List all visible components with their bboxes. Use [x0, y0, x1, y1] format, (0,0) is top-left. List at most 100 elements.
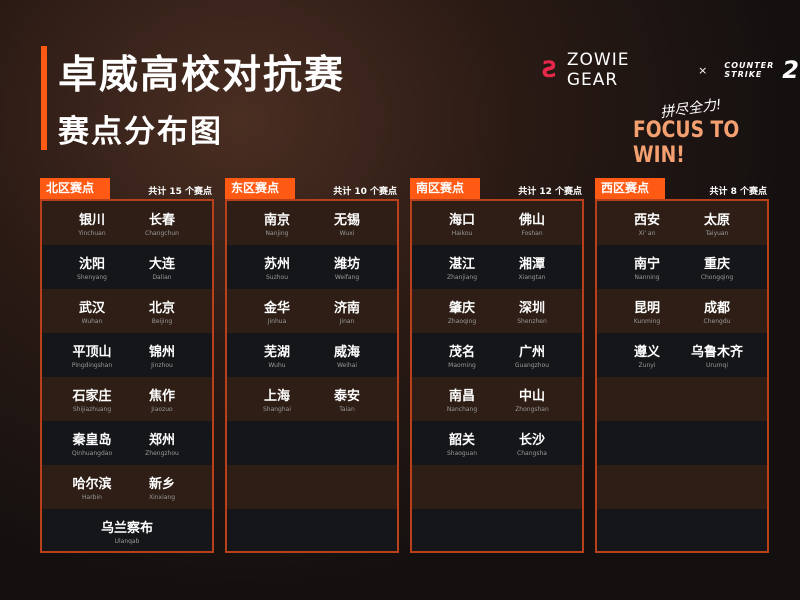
city-pinyin: Wuhu [268, 362, 286, 369]
city-pinyin: Wuxi [339, 230, 355, 237]
city-name: 长春 [148, 213, 175, 228]
city-pinyin: Shenyang [77, 274, 107, 281]
city-row: 上海 Shanghai 泰安 Taian [227, 377, 397, 421]
city-item: 郑州 Zhengzhou [127, 429, 197, 457]
city-name: 锦州 [148, 345, 175, 360]
city-row: 茂名 Maoming 广州 Guangzhou [412, 333, 582, 377]
city-name: 秦皇岛 [72, 433, 112, 448]
city-item: 平顶山 Pingdingshan [57, 341, 127, 369]
city-pinyin: Beijing [151, 318, 173, 325]
city-item: 芜湖 Wuhu [242, 341, 312, 369]
city-item: 武汉 Wuhan [57, 297, 127, 325]
city-name: 重庆 [703, 257, 730, 272]
city-pinyin: Suzhou [265, 274, 289, 281]
city-pinyin: Dalian [152, 274, 172, 281]
city-item: 深圳 Shenzhen [497, 297, 567, 325]
city-name: 中山 [518, 389, 545, 404]
city-row: 西安 Xi' an 太原 Taiyuan [597, 201, 767, 245]
city-item: 乌兰察布 Ulanqab [92, 517, 162, 545]
city-name: 广州 [518, 345, 545, 360]
city-item: 南京 Nanjing [242, 209, 312, 237]
city-name: 南昌 [448, 389, 475, 404]
city-item: 湘潭 Xiangtan [497, 253, 567, 281]
city-pinyin: Zhongshan [515, 406, 549, 413]
city-item: 西安 Xi' an [612, 209, 682, 237]
city-name: 茂名 [448, 345, 475, 360]
city-name: 焦作 [148, 389, 175, 404]
city-row: 苏州 Suzhou 潍坊 Weifang [227, 245, 397, 289]
city-pinyin: Shijiazhuang [72, 406, 112, 413]
city-item: 石家庄 Shijiazhuang [57, 385, 127, 413]
zowie-logo-icon: Ƨ [542, 57, 559, 83]
city-name: 无锡 [333, 213, 360, 228]
city-item: 大连 Dalian [127, 253, 197, 281]
city-row: 湛江 Zhanjiang 湘潭 Xiangtan [412, 245, 582, 289]
collab-x: × [698, 63, 709, 77]
city-item: 韶关 Shaoguan [427, 429, 497, 457]
region-tab: 西区赛点 [595, 178, 665, 199]
city-item: 金华 Jinhua [242, 297, 312, 325]
city-row [227, 421, 397, 465]
city-name: 遵义 [633, 345, 660, 360]
city-pinyin: Pingdingshan [71, 362, 113, 369]
city-item: 无锡 Wuxi [312, 209, 382, 237]
region-tab: 南区赛点 [410, 178, 480, 199]
city-name: 平顶山 [72, 345, 112, 360]
region-count: 共计 8 个赛点 [709, 187, 767, 197]
city-item: 济南 Jinan [312, 297, 382, 325]
city-item: 湛江 Zhanjiang [427, 253, 497, 281]
city-item: 哈尔滨 Harbin [57, 473, 127, 501]
city-pinyin: Shenzhen [517, 318, 547, 325]
city-name: 北京 [148, 301, 175, 316]
region-panel: 西区赛点 共计 8 个赛点 西安 Xi' an 太原 Taiyuan 南宁 Nanning… [595, 178, 769, 553]
city-pinyin: Qinhuangdao [71, 450, 113, 457]
city-name: 哈尔滨 [72, 477, 112, 492]
city-row: 遵义 Zunyi 乌鲁木齐 Urumqi [597, 333, 767, 377]
city-name: 银川 [78, 213, 105, 228]
city-row [412, 465, 582, 509]
city-list: 南京 Nanjing 无锡 Wuxi 苏州 Suzhou 潍坊 Weifang 金华 Jinhua… [225, 199, 399, 553]
city-pinyin: Taiyuan [705, 230, 729, 237]
city-row: 南宁 Nanning 重庆 Chongqing [597, 245, 767, 289]
city-item: 成都 Chengdu [682, 297, 752, 325]
city-name: 潍坊 [333, 257, 360, 272]
city-row: 芜湖 Wuhu 威海 Weihai [227, 333, 397, 377]
city-pinyin: Weifang [334, 274, 360, 281]
city-pinyin: Guangzhou [514, 362, 550, 369]
city-row [412, 509, 582, 551]
city-pinyin: Changchun [145, 230, 179, 237]
city-pinyin: Zhaoqing [447, 318, 477, 325]
city-name: 太原 [703, 213, 730, 228]
city-item: 南昌 Nanchang [427, 385, 497, 413]
city-name: 金华 [263, 301, 290, 316]
city-pinyin: Jiaozuo [151, 406, 173, 413]
city-pinyin: Changsha [517, 450, 547, 457]
city-list: 银川 Yinchuan 长春 Changchun 沈阳 Shenyang 大连 Dalian 武… [40, 199, 214, 553]
city-row: 海口 Haikou 佛山 Foshan [412, 201, 582, 245]
city-pinyin: Nanchang [446, 406, 478, 413]
city-row: 韶关 Shaoguan 长沙 Changsha [412, 421, 582, 465]
city-item: 广州 Guangzhou [497, 341, 567, 369]
city-name: 沈阳 [78, 257, 105, 272]
city-pinyin: Nanning [634, 274, 660, 281]
city-name: 南京 [263, 213, 290, 228]
city-name: 威海 [333, 345, 360, 360]
city-row [227, 465, 397, 509]
city-item: 重庆 Chongqing [682, 253, 752, 281]
city-row: 秦皇岛 Qinhuangdao 郑州 Zhengzhou [42, 421, 212, 465]
city-name: 乌兰察布 [100, 521, 153, 536]
city-pinyin: Maoming [448, 362, 476, 369]
region-tab: 东区赛点 [225, 178, 295, 199]
brand-logos: Ƨ ZOWIE GEAR × COUNTER STRIKE 2 [542, 50, 800, 90]
city-item: 南宁 Nanning [612, 253, 682, 281]
city-pinyin: Yinchuan [78, 230, 106, 237]
city-item: 苏州 Suzhou [242, 253, 312, 281]
cs-line2: STRIKE [724, 70, 763, 79]
city-row: 昆明 Kunming 成都 Chengdu [597, 289, 767, 333]
cs-number: 2 [782, 56, 800, 84]
city-pinyin: Chongqing [700, 274, 734, 281]
city-item: 太原 Taiyuan [682, 209, 752, 237]
city-pinyin: Urumqi [706, 362, 728, 369]
city-item: 银川 Yinchuan [57, 209, 127, 237]
city-row: 肇庆 Zhaoqing 深圳 Shenzhen [412, 289, 582, 333]
